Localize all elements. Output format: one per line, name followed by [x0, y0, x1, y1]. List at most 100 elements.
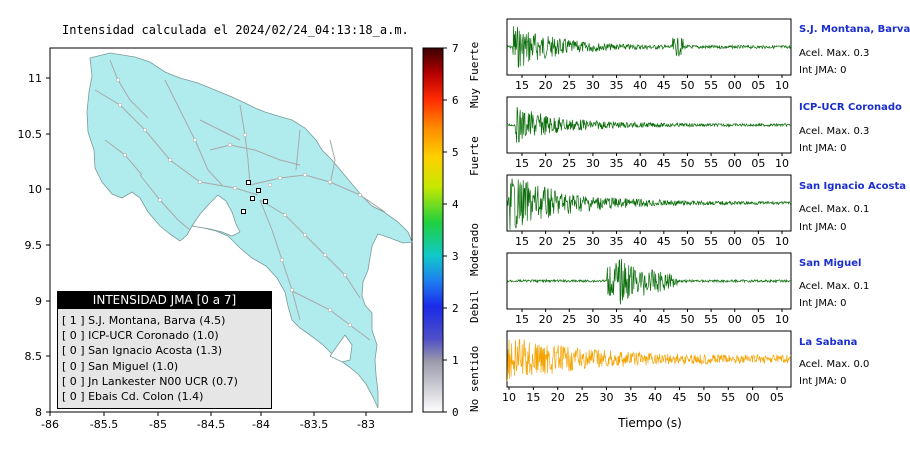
- legend-row: [ 0 ] San Ignacio Acosta (1.3): [62, 344, 222, 358]
- seismogram-tick-label: 25: [562, 313, 576, 326]
- seismogram-tick-label: 20: [539, 79, 553, 92]
- station-name: S.J. Montana, Barva: [799, 24, 910, 35]
- time-axis-label: Tiempo (s): [617, 416, 682, 430]
- seismogram-tick-label: 20: [551, 391, 565, 404]
- colorbar-tick-label: 2: [452, 302, 459, 315]
- colorbar-label: No sentido: [468, 346, 481, 412]
- intensity-colorbar: 0 1 2 3 4 5 6 7 No sentido Debil Moderado Fuert…: [422, 42, 481, 419]
- map-y-tick-label: 8.5: [25, 350, 43, 363]
- station-name: ICP-UCR Coronado: [799, 102, 902, 113]
- seismogram-trace: [506, 338, 792, 382]
- seismograms: 15 20 25 30 35 40 45 50 55 00 05 10 15 20 25 30 35 40 45 50…: [502, 18, 792, 430]
- map-x-tick-label: -84.5: [197, 418, 225, 431]
- seismogram-tick-label: 15: [515, 157, 529, 170]
- intensity-legend: INTENSIDAD JMA [0 a 7] [ 1 ] S.J. Montan…: [57, 291, 272, 409]
- seismogram-panel: 15 20 25 30 35 40 45 50 55 00 05 10: [506, 96, 792, 170]
- map-title: Intensidad calculada el 2024/02/24_04:13…: [62, 23, 409, 37]
- map-x-tick-label: -86: [41, 418, 59, 431]
- map-y-tick-label: 9: [35, 295, 42, 308]
- dulce-gulf: [329, 334, 353, 363]
- map-x-tick-label: -84: [252, 418, 270, 431]
- map-y-tick-label: 10: [28, 183, 42, 196]
- station-intensity: Int JMA: 0: [799, 65, 847, 76]
- seismogram-tick-label: 20: [539, 235, 553, 248]
- seismogram-tick-label: 50: [697, 391, 711, 404]
- seismogram-tick-label: 50: [680, 157, 694, 170]
- seismogram-tick-label: 30: [586, 79, 600, 92]
- seismogram-panel: 15 20 25 30 35 40 45 50 55 00 05 10: [506, 18, 792, 92]
- costa-rica-landmass: [86, 52, 413, 409]
- seismogram-tick-label: 35: [610, 157, 624, 170]
- seismogram-tick-label: 45: [657, 157, 671, 170]
- seismogram-tick-label: 30: [586, 235, 600, 248]
- seismogram-trace: [506, 178, 792, 230]
- seismogram-tick-label: 05: [751, 79, 765, 92]
- seismogram-tick-label: 15: [526, 391, 540, 404]
- seismogram-tick-label: 40: [633, 79, 647, 92]
- seismogram-tick-label: 55: [704, 313, 718, 326]
- seismogram-tick-label: 35: [610, 313, 624, 326]
- colorbar-tick-label: 5: [452, 146, 459, 159]
- seismogram-tick-label: 55: [704, 235, 718, 248]
- seismogram-tick-label: 05: [751, 157, 765, 170]
- seismogram-tick-label: 00: [728, 157, 742, 170]
- station-name: San Miguel: [799, 258, 862, 269]
- station-intensity: Int JMA: 0: [799, 222, 847, 233]
- seismogram-tick-label: 35: [610, 79, 624, 92]
- seismogram-tick-label: 10: [775, 157, 789, 170]
- colorbar-tick-label: 0: [452, 406, 459, 419]
- legend-row: [ 0 ] Jn Lankester N00 UCR (0.7): [62, 374, 238, 388]
- seismogram-tick-label: 40: [633, 313, 647, 326]
- legend-title: INTENSIDAD JMA [0 a 7]: [58, 292, 271, 309]
- map-y-tick-label: 9.5: [25, 239, 43, 252]
- seismogram-tick-label: 45: [657, 235, 671, 248]
- station-intensity: Int JMA: 0: [799, 143, 847, 154]
- station-accel: Acel. Max. 0.1: [799, 204, 870, 215]
- seismogram-tick-label: 30: [586, 313, 600, 326]
- seismogram-tick-label: 00: [728, 235, 742, 248]
- seismogram-tick-label: 00: [746, 391, 760, 404]
- seismogram-tick-label: 00: [728, 79, 742, 92]
- seismogram-panel: 15 20 25 30 35 40 45 50 55 00 05 10: [506, 174, 792, 248]
- colorbar-label: Muy Fuerte: [468, 42, 481, 108]
- seismogram-tick-label: 05: [770, 391, 784, 404]
- colorbar-gradient: [422, 47, 444, 413]
- seismogram-panel: 10 15 20 25 30 35 40 45 50 55 00 05: [502, 330, 792, 404]
- station-intensity: Int JMA: 0: [799, 376, 847, 387]
- seismogram-tick-label: 35: [610, 235, 624, 248]
- seismogram-tick-label: 15: [515, 313, 529, 326]
- seismogram-tick-label: 20: [539, 157, 553, 170]
- seismogram-tick-label: 20: [539, 313, 553, 326]
- seismogram-trace: [506, 26, 792, 68]
- legend-row: [ 0 ] San Miguel (1.0): [62, 359, 179, 373]
- station-markers: [241, 180, 268, 214]
- map-y-tick-label: 11: [28, 72, 42, 85]
- seismogram-tick-label: 05: [751, 235, 765, 248]
- seismogram-tick-label: 15: [515, 235, 529, 248]
- seismogram-tick-label: 15: [515, 79, 529, 92]
- seismogram-tick-label: 40: [648, 391, 662, 404]
- map-y-tick-label: 10.5: [18, 128, 43, 141]
- seismogram-tick-label: 40: [633, 235, 647, 248]
- seismogram-tick-label: 10: [775, 313, 789, 326]
- map-x-tick-label: -83.5: [300, 418, 328, 431]
- station-accel: Acel. Max. 0.1: [799, 281, 870, 292]
- seismogram-tick-label: 25: [562, 157, 576, 170]
- seismogram-tick-label: 10: [502, 391, 516, 404]
- station-name: La Sabana: [799, 337, 858, 348]
- station-accel: Acel. Max. 0.3: [799, 48, 870, 59]
- seismogram-tick-label: 25: [562, 79, 576, 92]
- legend-row: [ 1 ] S.J. Montana, Barva (4.5): [62, 314, 226, 327]
- seismogram-tick-label: 25: [575, 391, 589, 404]
- station-name: San Ignacio Acosta: [799, 181, 907, 192]
- seismogram-tick-label: 55: [721, 391, 735, 404]
- map-x-tick-label: -85: [149, 418, 167, 431]
- map-y-axis: 11 10.5 10 9.5 9 8.5 8: [18, 72, 50, 419]
- seismogram-tick-label: 10: [775, 79, 789, 92]
- map-x-tick-label: -83: [357, 418, 375, 431]
- seismogram-tick-label: 30: [586, 157, 600, 170]
- seismogram-tick-label: 50: [680, 79, 694, 92]
- seismogram-tick-label: 45: [657, 313, 671, 326]
- colorbar-tick-label: 1: [452, 354, 459, 367]
- colorbar-tick-label: 4: [452, 198, 459, 211]
